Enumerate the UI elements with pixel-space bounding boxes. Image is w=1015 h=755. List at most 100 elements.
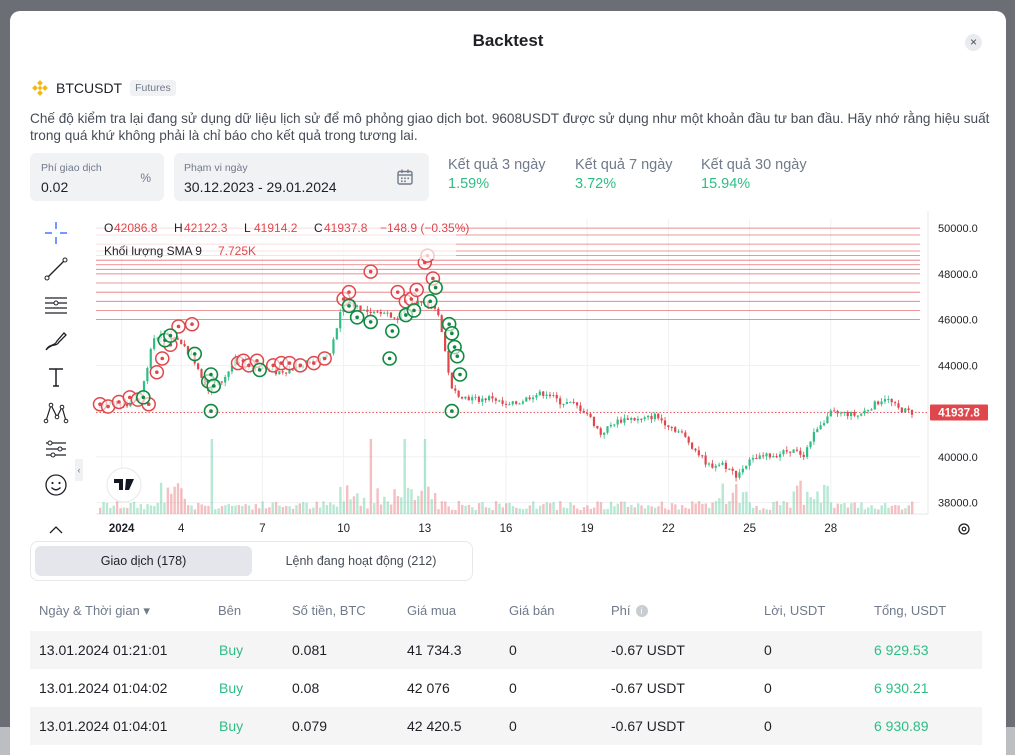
candle-body — [667, 425, 670, 428]
candle-body — [603, 432, 606, 435]
tab-active-orders[interactable]: Lệnh đang hoạt động (212) — [285, 554, 437, 568]
buy-marker-dot — [141, 395, 146, 400]
price-chart[interactable]: 2024 4 7 10 13 16 19 22 25 28 50000.0 48000.0 46000.… — [90, 209, 990, 539]
backtest-modal: Backtest × BTCUSDT Futures Chế độ kiểm t… — [10, 11, 1006, 755]
header-sell-price: Giá bán — [509, 603, 555, 618]
volume-bar — [592, 507, 596, 514]
emoji-icon[interactable] — [42, 471, 70, 499]
date-range-field[interactable]: Phạm vi ngày 30.12.2023 - 29.01.2024 — [174, 153, 429, 201]
fee-value[interactable]: 0.02 — [41, 179, 69, 195]
candle-body — [180, 339, 183, 344]
candle-body — [812, 432, 815, 442]
volume-bar — [335, 506, 339, 514]
brush-icon[interactable] — [42, 327, 70, 355]
candle-body — [531, 397, 535, 400]
candle-body — [687, 436, 690, 443]
candle-body — [339, 311, 342, 329]
volume-bar — [565, 508, 569, 514]
volume-bar — [342, 501, 345, 514]
volume-bar — [203, 505, 207, 514]
candle-body — [609, 424, 612, 427]
candle-body — [731, 468, 734, 471]
candle-body — [893, 402, 897, 404]
volume-bar — [775, 501, 779, 514]
volume-bar — [741, 492, 745, 514]
close-button[interactable]: × — [965, 34, 982, 51]
candle-body — [619, 419, 623, 423]
volume-bar — [166, 487, 170, 514]
buy-marker-dot — [458, 372, 462, 377]
symbol-name: BTCUSDT — [56, 80, 123, 96]
volume-bar — [227, 504, 230, 514]
volume-bar — [400, 497, 403, 514]
volume-bar — [640, 505, 643, 514]
measure-icon[interactable] — [42, 435, 70, 463]
volume-bar — [735, 484, 738, 514]
candle-body — [467, 396, 470, 401]
candle-body — [789, 451, 792, 453]
more-tools-icon[interactable] — [42, 521, 70, 539]
sell-marker-dot — [287, 361, 292, 365]
text-icon[interactable] — [42, 363, 70, 391]
volume-bar — [555, 509, 559, 514]
volume-bar — [488, 507, 491, 514]
candle-body — [149, 348, 152, 369]
settings-gear-center — [961, 526, 967, 532]
table-row[interactable]: 13.01.2024 01:21:01 Buy 0.081 41 734.3 0… — [30, 631, 982, 669]
volume-bar — [772, 502, 775, 514]
toolbar-collapse-handle[interactable]: ‹ — [75, 459, 83, 481]
candle-body — [552, 394, 555, 396]
candle-body — [291, 369, 294, 371]
calendar-icon[interactable] — [396, 168, 414, 186]
sell-marker-dot — [312, 361, 316, 365]
sell-marker-dot — [341, 297, 346, 301]
fee-unit: % — [140, 171, 151, 185]
x-tick-label: 19 — [581, 523, 594, 535]
trend-line-icon[interactable] — [42, 255, 70, 283]
candle-body — [674, 427, 677, 432]
table-row[interactable]: 13.01.2024 01:04:01 Buy 0.079 42 420.5 0… — [30, 707, 982, 745]
volume-bar — [528, 505, 532, 514]
candle-body — [741, 468, 744, 473]
volume-bar — [836, 503, 839, 514]
candle-body — [643, 417, 646, 420]
buy-marker-dot — [404, 313, 408, 317]
x-tick-label: 13 — [418, 523, 431, 535]
x-tick-label: 10 — [337, 523, 350, 535]
volume-bar — [552, 502, 555, 514]
date-range-value[interactable]: 30.12.2023 - 29.01.2024 — [184, 179, 337, 195]
volume-bar — [366, 508, 369, 514]
candle-body — [802, 454, 805, 457]
horizontal-lines-icon[interactable] — [42, 291, 70, 319]
volume-bar — [636, 503, 640, 514]
tab-trades[interactable]: Giao dịch (178) — [35, 546, 252, 576]
settings-gear-icon[interactable] — [958, 523, 970, 535]
sell-marker-dot — [247, 363, 251, 368]
volume-bar — [142, 509, 146, 514]
cell-total: 6 930.89 — [874, 718, 929, 734]
pattern-icon[interactable] — [42, 399, 70, 427]
candle-body — [450, 372, 453, 389]
volume-bar — [454, 509, 457, 514]
table-row[interactable]: 13.01.2024 01:04:02 Buy 0.08 42 076 0 -0… — [30, 669, 982, 707]
x-tick-label: 25 — [743, 523, 756, 535]
fee-field[interactable]: Phí giao dịch 0.02 % — [30, 153, 164, 201]
cell-buy-price: 42 076 — [407, 680, 450, 696]
volume-bar — [721, 483, 724, 514]
volume-bar — [136, 507, 139, 514]
candle-body — [508, 404, 511, 406]
fee-label: Phí giao dịch — [41, 162, 102, 174]
header-datetime[interactable]: Ngày & Thời gian ▾ — [39, 603, 150, 618]
header-fee-label: Phí — [611, 603, 631, 618]
sell-marker-dot — [127, 395, 132, 400]
result-7-days: Kết quả 7 ngày 3.72% — [575, 157, 673, 192]
crosshair-icon[interactable] — [42, 219, 70, 247]
volume-bar — [511, 506, 515, 514]
volume-bar — [159, 482, 163, 514]
candle-body — [839, 412, 843, 414]
candle-body — [826, 416, 829, 424]
info-icon[interactable]: i — [635, 605, 648, 617]
buy-marker-dot — [347, 304, 351, 308]
candle-body — [819, 425, 822, 430]
volume-bar — [606, 508, 609, 514]
